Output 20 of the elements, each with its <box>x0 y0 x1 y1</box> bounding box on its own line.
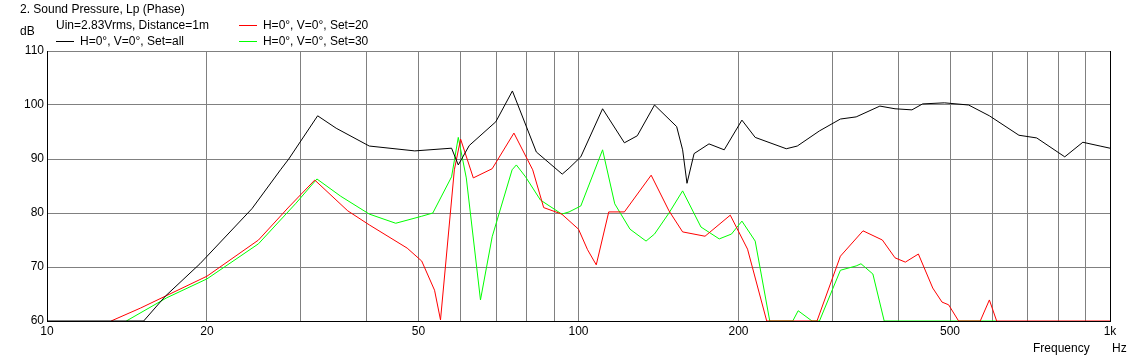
legend-label: H=0°, V=0°, Set=all <box>80 34 184 48</box>
legend-label: H=0°, V=0°, Set=30 <box>262 34 369 48</box>
x-tick-label: 50 <box>411 323 426 338</box>
x-axis-title: Frequency <box>1033 341 1090 355</box>
x-tick-label: 200 <box>728 323 749 338</box>
text: Hz <box>1112 341 1127 355</box>
x-tick-label: 500 <box>939 323 961 338</box>
y-tick-label: 70 <box>30 259 45 274</box>
y-tick-label: 90 <box>30 151 45 166</box>
chart-subtitle: Uin=2.83Vrms, Distance=1m <box>56 17 209 33</box>
x-tick-label: 10 <box>40 323 54 338</box>
y-tick-label: 80 <box>30 205 45 220</box>
legend-label: H=0°, V=0°, Set=20 <box>262 18 369 32</box>
x-tick-label: 100 <box>568 323 589 338</box>
chart-title: 2. Sound Pressure, Lp (Phase) <box>20 2 185 16</box>
y-tick-label: 110 <box>24 43 45 58</box>
x-tick-label: 1k <box>1103 323 1118 338</box>
y-tick-label: 100 <box>23 97 45 112</box>
y-axis-title: dB <box>20 24 35 38</box>
x-tick-label: 20 <box>200 323 214 338</box>
